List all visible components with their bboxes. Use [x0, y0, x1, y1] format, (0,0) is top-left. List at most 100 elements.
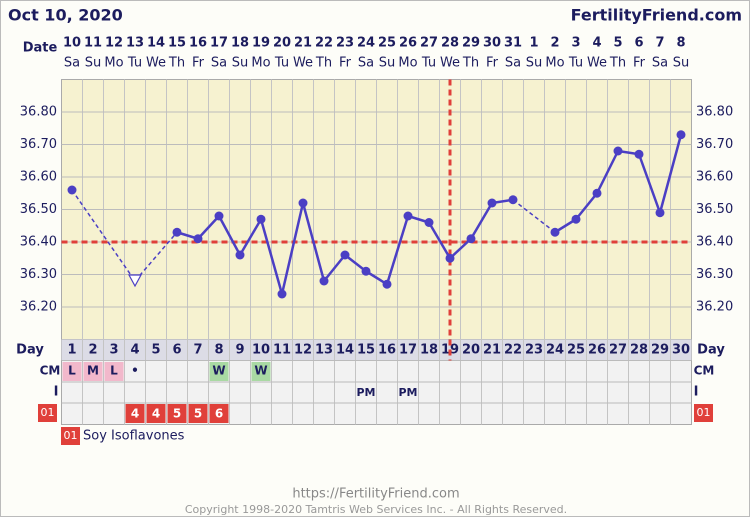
date-label: 21: [294, 36, 312, 51]
day-number: 4: [130, 343, 139, 358]
temperature-segment: [512, 199, 556, 233]
cm-value: •: [131, 364, 139, 378]
weekday-label: Su: [232, 56, 249, 71]
temperature-point: [193, 234, 203, 244]
y-tick-label-right: 36.20: [696, 300, 733, 315]
weekday-label: Su: [673, 56, 690, 71]
temperature-segment: [71, 189, 136, 282]
site-name: FertilityFriend.com: [571, 6, 742, 25]
temperature-segment: [323, 254, 346, 282]
day-number: 21: [483, 343, 501, 358]
y-tick-label-right: 36.30: [696, 267, 733, 282]
date-label: 30: [483, 36, 501, 51]
temperature-point: [67, 185, 77, 195]
weekday-label: Fr: [633, 56, 646, 71]
copyright: Copyright 1998-2020 Tamtris Web Services…: [185, 503, 567, 516]
day-number: 16: [378, 343, 396, 358]
day-number: 1: [67, 343, 76, 358]
y-tick-label-right: 36.60: [696, 170, 733, 185]
cm-value: M: [87, 364, 99, 378]
supplement-cell: [188, 404, 208, 423]
supplement-name: Soy Isoflavones: [83, 429, 185, 444]
temperature-segment: [259, 218, 284, 295]
cm-cell: [251, 362, 271, 381]
day-number: 8: [214, 343, 223, 358]
day-number: 26: [588, 343, 606, 358]
y-tick-label: 36.20: [20, 300, 57, 315]
y-tick-label-right: 36.40: [696, 235, 733, 250]
temperature-point: [214, 211, 224, 221]
y-tick-label: 36.60: [20, 170, 57, 185]
date-label: 7: [655, 36, 664, 51]
cm-value: L: [68, 364, 76, 378]
temperature-point: [256, 214, 266, 224]
day-number: 17: [399, 343, 417, 358]
date-label: 6: [634, 36, 643, 51]
date-label: Date: [23, 41, 58, 56]
weekday-label: Tu: [568, 56, 583, 71]
date-label: 2: [550, 36, 559, 51]
supplement-code: 01: [41, 406, 55, 419]
temperature-segment: [301, 202, 326, 282]
date-label: 22: [315, 36, 333, 51]
weekday-label: Su: [526, 56, 543, 71]
cm-cell: [83, 362, 103, 381]
day-number: 24: [546, 343, 564, 358]
date-label: 4: [592, 36, 601, 51]
cm-cell: [209, 362, 229, 381]
supplement-cell: [125, 404, 145, 423]
weekday-label: Fr: [486, 56, 499, 71]
weekday-label: Fr: [339, 56, 352, 71]
day-number: 28: [630, 343, 648, 358]
date-label: 8: [676, 36, 685, 51]
temperature-point: [403, 211, 413, 221]
day-number: 11: [273, 343, 291, 358]
discarded-temperature: [127, 274, 143, 288]
supplement-value: 6: [215, 407, 223, 421]
day-number: 14: [336, 343, 354, 358]
supplement-code-box: [61, 427, 80, 445]
weekday-label: Tu: [274, 56, 289, 71]
temperature-segment: [449, 237, 472, 260]
day-number: 6: [172, 343, 181, 358]
temperature-point: [613, 146, 623, 156]
temperature-point: [319, 276, 329, 286]
day-number: 25: [567, 343, 585, 358]
weekday-label: Th: [462, 56, 479, 71]
day-number: 7: [193, 343, 202, 358]
i-label: I: [54, 385, 59, 400]
weekday-label: Sa: [64, 56, 80, 71]
y-tick-label: 36.40: [20, 235, 57, 250]
date-label: 14: [147, 36, 165, 51]
date-label: 25: [378, 36, 396, 51]
supplement-code: 01: [697, 406, 711, 419]
weekday-label: Mo: [545, 56, 564, 71]
day-number: 3: [109, 343, 118, 358]
date-label: 16: [189, 36, 207, 51]
date-label: 20: [273, 36, 291, 51]
weekday-label: Tu: [421, 56, 436, 71]
date-label: 10: [63, 36, 81, 51]
weekday-label: Su: [379, 56, 396, 71]
temperature-point: [466, 234, 476, 244]
day-number: 15: [357, 343, 375, 358]
temperature-point: [172, 227, 182, 237]
day-number: 29: [651, 343, 669, 358]
date-label: 19: [252, 36, 270, 51]
temperature-segment: [595, 150, 620, 194]
day-number: 20: [462, 343, 480, 358]
temperature-segment: [469, 202, 494, 240]
weekday-label: Fr: [192, 56, 205, 71]
day-label: Day: [16, 343, 44, 358]
weekday-label: Sa: [505, 56, 521, 71]
weekday-label: Th: [315, 56, 332, 71]
date-label: 12: [105, 36, 123, 51]
date-label: 13: [126, 36, 144, 51]
temperature-point: [655, 208, 665, 218]
y-tick-label-right: 36.50: [696, 202, 733, 217]
temperature-segment: [197, 215, 220, 240]
date-label: 5: [613, 36, 622, 51]
day-number: 9: [235, 343, 244, 358]
weekday-label: Mo: [251, 56, 270, 71]
